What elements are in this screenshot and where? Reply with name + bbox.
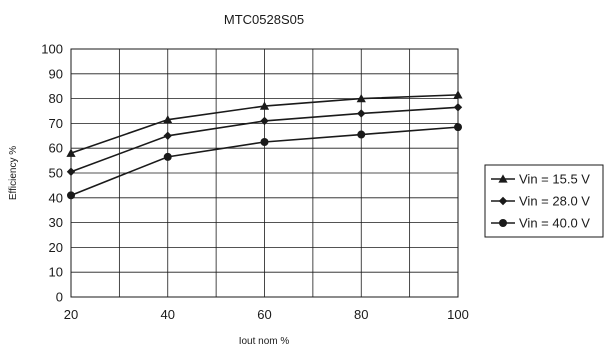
- y-tick-label: 60: [49, 141, 63, 156]
- y-tick-label: 30: [49, 215, 63, 230]
- y-tick-label: 100: [41, 42, 63, 57]
- x-tick-label: 60: [257, 307, 271, 322]
- legend-label: Vin = 40.0 V: [519, 216, 590, 231]
- data-point: [66, 167, 76, 176]
- data-point: [356, 94, 366, 103]
- y-tick-label: 50: [49, 166, 63, 181]
- y-axis-label: Efficiency %: [8, 146, 19, 200]
- x-tick-label: 40: [161, 307, 175, 322]
- data-point: [357, 109, 366, 118]
- y-tick-label: 0: [56, 290, 63, 305]
- data-point: [163, 152, 172, 161]
- y-tick-labels: 0 10 20 30 40 50 60 70 80 90 100: [41, 42, 63, 305]
- series: [66, 90, 463, 200]
- data-point: [260, 116, 269, 126]
- data-point: [66, 148, 76, 157]
- data-point: [357, 130, 366, 139]
- y-tick-label: 40: [49, 190, 63, 205]
- data-point: [163, 131, 172, 140]
- series-1: [66, 90, 463, 157]
- legend-marker: [498, 174, 508, 183]
- x-tick-label: 20: [64, 307, 78, 322]
- data-point: [259, 101, 270, 110]
- y-tick-label: 20: [49, 240, 63, 255]
- y-tick-label: 80: [49, 91, 63, 106]
- x-tick-labels: 20 40 60 80 100: [64, 307, 469, 322]
- data-point: [453, 103, 463, 112]
- y-tick-label: 10: [49, 265, 63, 280]
- data-point: [67, 191, 75, 200]
- legend-label: Vin = 15.5 V: [519, 172, 590, 187]
- y-tick-label: 90: [49, 66, 63, 81]
- y-tick-label: 70: [49, 116, 63, 131]
- legend-entry: Vin = 40.0 V: [491, 216, 590, 231]
- data-point: [453, 90, 463, 99]
- data-point: [163, 115, 173, 124]
- chart-title: MTC0528S05: [224, 12, 304, 27]
- legend-entry: Vin = 28.0 V: [491, 194, 590, 209]
- data-point: [454, 123, 462, 132]
- x-tick-label: 80: [354, 307, 368, 322]
- series-2: [66, 103, 463, 176]
- legend-entry: Vin = 15.5 V: [491, 172, 590, 187]
- legend-marker: [498, 196, 508, 206]
- x-axis-label: Iout nom %: [239, 336, 290, 347]
- legend-label: Vin = 28.0 V: [519, 194, 590, 209]
- series-3: [67, 123, 462, 200]
- x-tick-label: 100: [447, 307, 469, 322]
- legend-marker: [499, 219, 507, 227]
- data-point: [260, 138, 269, 146]
- legend: Vin = 15.5 V Vin = 28.0 V Vin = 40.0 V: [484, 164, 604, 238]
